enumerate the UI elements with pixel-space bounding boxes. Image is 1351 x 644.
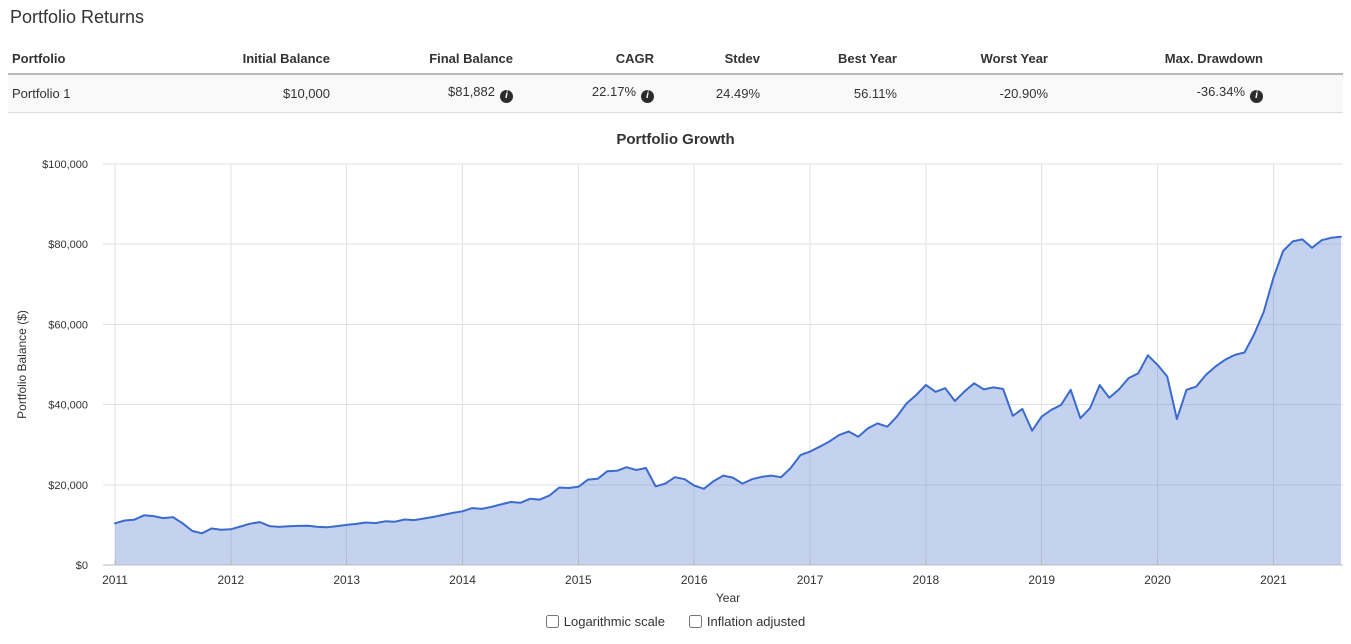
- info-icon[interactable]: i: [500, 89, 513, 103]
- col-header-max-drawdown: Max. Drawdown: [1048, 42, 1343, 75]
- info-icon[interactable]: i: [641, 89, 654, 103]
- svg-text:2018: 2018: [913, 573, 940, 587]
- col-header-portfolio: Portfolio: [8, 42, 230, 75]
- svg-text:2016: 2016: [681, 573, 708, 587]
- svg-text:$40,000: $40,000: [48, 399, 88, 411]
- portfolio-line-series: [114, 235, 1342, 534]
- table-header-row: Portfolio Initial Balance Final Balance …: [8, 42, 1343, 75]
- cell-best-year: 56.11%: [760, 74, 897, 113]
- col-header-stdev: Stdev: [654, 42, 760, 75]
- logarithmic-scale-control[interactable]: Logarithmic scale: [545, 613, 665, 629]
- portfolio-growth-chart: Portfolio Growth $0 $20,000 $40,000 $60,000…: [8, 131, 1343, 629]
- page-title: Portfolio Returns: [10, 7, 145, 27]
- svg-text:$20,000: $20,000: [48, 479, 88, 491]
- svg-text:2013: 2013: [333, 573, 360, 587]
- chart-controls: Logarithmic scale Inflation adjusted: [8, 614, 1343, 629]
- cagr-value: 22.17%: [591, 84, 636, 99]
- svg-text:$80,000: $80,000: [48, 239, 88, 251]
- portfolio-area-series: [115, 236, 1341, 565]
- svg-text:2012: 2012: [217, 573, 244, 587]
- max-drawdown-value: -36.34%: [1196, 84, 1245, 99]
- svg-text:Year: Year: [716, 591, 740, 605]
- col-header-cagr: CAGR: [513, 42, 654, 75]
- svg-text:$100,000: $100,000: [42, 159, 88, 171]
- col-header-initial-balance: Initial Balance: [230, 42, 330, 75]
- inflation-adjusted-checkbox[interactable]: [688, 614, 702, 628]
- svg-text:$60,000: $60,000: [48, 319, 88, 331]
- info-icon[interactable]: i: [1250, 89, 1263, 103]
- col-header-worst-year: Worst Year: [897, 42, 1048, 75]
- cell-initial-balance: $10,000: [230, 74, 330, 113]
- returns-table: Portfolio Initial Balance Final Balance …: [8, 42, 1343, 113]
- cell-cagr: 22.17% i: [513, 74, 654, 113]
- svg-text:Portfolio Balance ($): Portfolio Balance ($): [15, 310, 29, 419]
- cell-final-balance: $81,882 i: [330, 74, 513, 113]
- svg-text:2011: 2011: [102, 573, 128, 587]
- svg-text:2014: 2014: [449, 573, 476, 587]
- inflation-adjusted-control[interactable]: Inflation adjusted: [688, 613, 806, 629]
- svg-text:2019: 2019: [1028, 573, 1055, 587]
- svg-text:2017: 2017: [797, 573, 824, 587]
- logarithmic-scale-checkbox[interactable]: [545, 614, 559, 628]
- growth-chart-svg: $0 $20,000 $40,000 $60,000 $80,000 $100,000 20…: [15, 159, 1343, 605]
- col-header-best-year: Best Year: [760, 42, 897, 75]
- svg-text:$0: $0: [76, 560, 88, 572]
- cell-stdev: 24.49%: [654, 74, 760, 113]
- cell-max-drawdown: -36.34% i: [1048, 74, 1343, 113]
- logarithmic-scale-label: Logarithmic scale: [563, 613, 665, 629]
- cell-worst-year: -20.90%: [897, 74, 1048, 113]
- svg-text:2020: 2020: [1144, 573, 1171, 587]
- final-balance-value: $81,882: [448, 84, 495, 99]
- svg-text:2021: 2021: [1260, 573, 1287, 587]
- inflation-adjusted-label: Inflation adjusted: [706, 613, 806, 629]
- svg-text:2015: 2015: [565, 573, 592, 587]
- table-row: Portfolio 1 $10,000 $81,882 i 22.17% i 24.…: [8, 74, 1343, 113]
- col-header-final-balance: Final Balance: [330, 42, 513, 75]
- chart-title: Portfolio Growth: [616, 130, 735, 148]
- cell-portfolio-name: Portfolio 1: [8, 74, 230, 113]
